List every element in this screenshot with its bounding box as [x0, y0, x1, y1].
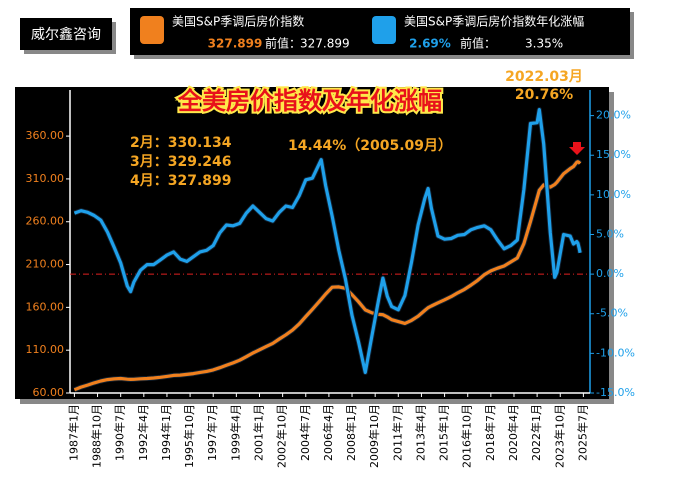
brand-box: [20, 18, 112, 50]
x-tick-label: 2002年10月: [275, 404, 289, 468]
legend-swatch: [372, 16, 396, 44]
x-tick-label: 2016年10月: [460, 404, 474, 468]
annotation: 2022.03月: [505, 69, 583, 85]
y-tick-label: 310.00: [26, 172, 65, 185]
x-tick-label: 2015年1月: [437, 404, 451, 461]
x-tick-label: 2013年4月: [413, 404, 427, 461]
brand: 威尔鑫咨询: [31, 26, 101, 43]
legend-prior: 327.899: [300, 37, 350, 51]
x-tick-label: 2006年4月: [321, 404, 335, 461]
x-tick-label: 2008年1月: [344, 404, 358, 461]
chart-background: [15, 87, 609, 399]
x-tick-label: 2004年7月: [298, 404, 312, 461]
legend-label: 美国S&P季调后房价指数年化涨幅: [404, 14, 584, 29]
x-tick-label: 1999年4月: [228, 404, 242, 461]
series-line: [73, 108, 582, 374]
y2-tick-label: -10.0%: [596, 346, 635, 359]
x-tick-label: 2025年7月: [575, 404, 589, 461]
legend-prior: 3.35%: [525, 37, 563, 51]
legend-latest: 327.899: [208, 37, 263, 51]
y2-tick-label: 10.0%: [596, 188, 631, 201]
y2-tick-label: -15.0%: [596, 386, 635, 399]
y-tick-label: 260.00: [26, 215, 65, 228]
annotation: 3月：329.246: [130, 154, 232, 170]
y-tick-label: 360.00: [26, 129, 65, 142]
x-tick-label: 2009年10月: [367, 404, 381, 468]
x-tick-label: 2001年1月: [251, 404, 265, 461]
y-tick-label: 160.00: [26, 300, 65, 313]
x-tick-label: 2018年7月: [483, 404, 497, 461]
legend-label: 美国S&P季调后房价指数: [172, 14, 304, 29]
x-tick-label: 2022年1月: [529, 404, 543, 461]
x-tick-label: 2011年7月: [390, 404, 404, 461]
legend-swatch: [140, 16, 164, 44]
y-tick-label: 60.00: [33, 386, 65, 399]
chart-title: 全美房价指数及年化涨幅: [177, 87, 442, 115]
legend-latest: 2.69%: [409, 37, 451, 51]
x-tick-label: 1987年1月: [66, 404, 80, 461]
x-tick-label: 1992年4月: [136, 404, 150, 461]
y2-tick-label: -5.0%: [596, 307, 628, 320]
legend-prior-label: 前值：: [265, 36, 301, 51]
x-tick-label: 1995年10月: [182, 404, 196, 468]
x-tick-label: 1997年7月: [205, 404, 219, 461]
y2-tick-label: 15.0%: [596, 148, 631, 161]
x-tick-label: 1994年1月: [159, 404, 173, 461]
x-tick-label: 2023年10月: [552, 404, 566, 468]
y-tick-label: 210.00: [26, 258, 65, 271]
x-tick-label: 1990年7月: [113, 404, 127, 461]
y2-tick-label: 0.0%: [596, 267, 624, 280]
x-tick-label: 1988年10月: [90, 404, 104, 468]
y2-tick-label: 20.0%: [596, 109, 631, 122]
legend-prior-label: 前值：: [460, 36, 496, 51]
y-tick-label: 110.00: [26, 343, 65, 356]
arrow-icon: [569, 142, 585, 155]
x-tick-label: 2020年4月: [506, 404, 520, 461]
annotation: 2月：330.134: [130, 135, 232, 151]
annotation: 20.76%: [515, 87, 573, 103]
annotation: 14.44%（2005.09月）: [288, 138, 452, 154]
y2-tick-label: 5.0%: [596, 227, 624, 240]
annotation: 4月：327.899: [130, 173, 232, 189]
